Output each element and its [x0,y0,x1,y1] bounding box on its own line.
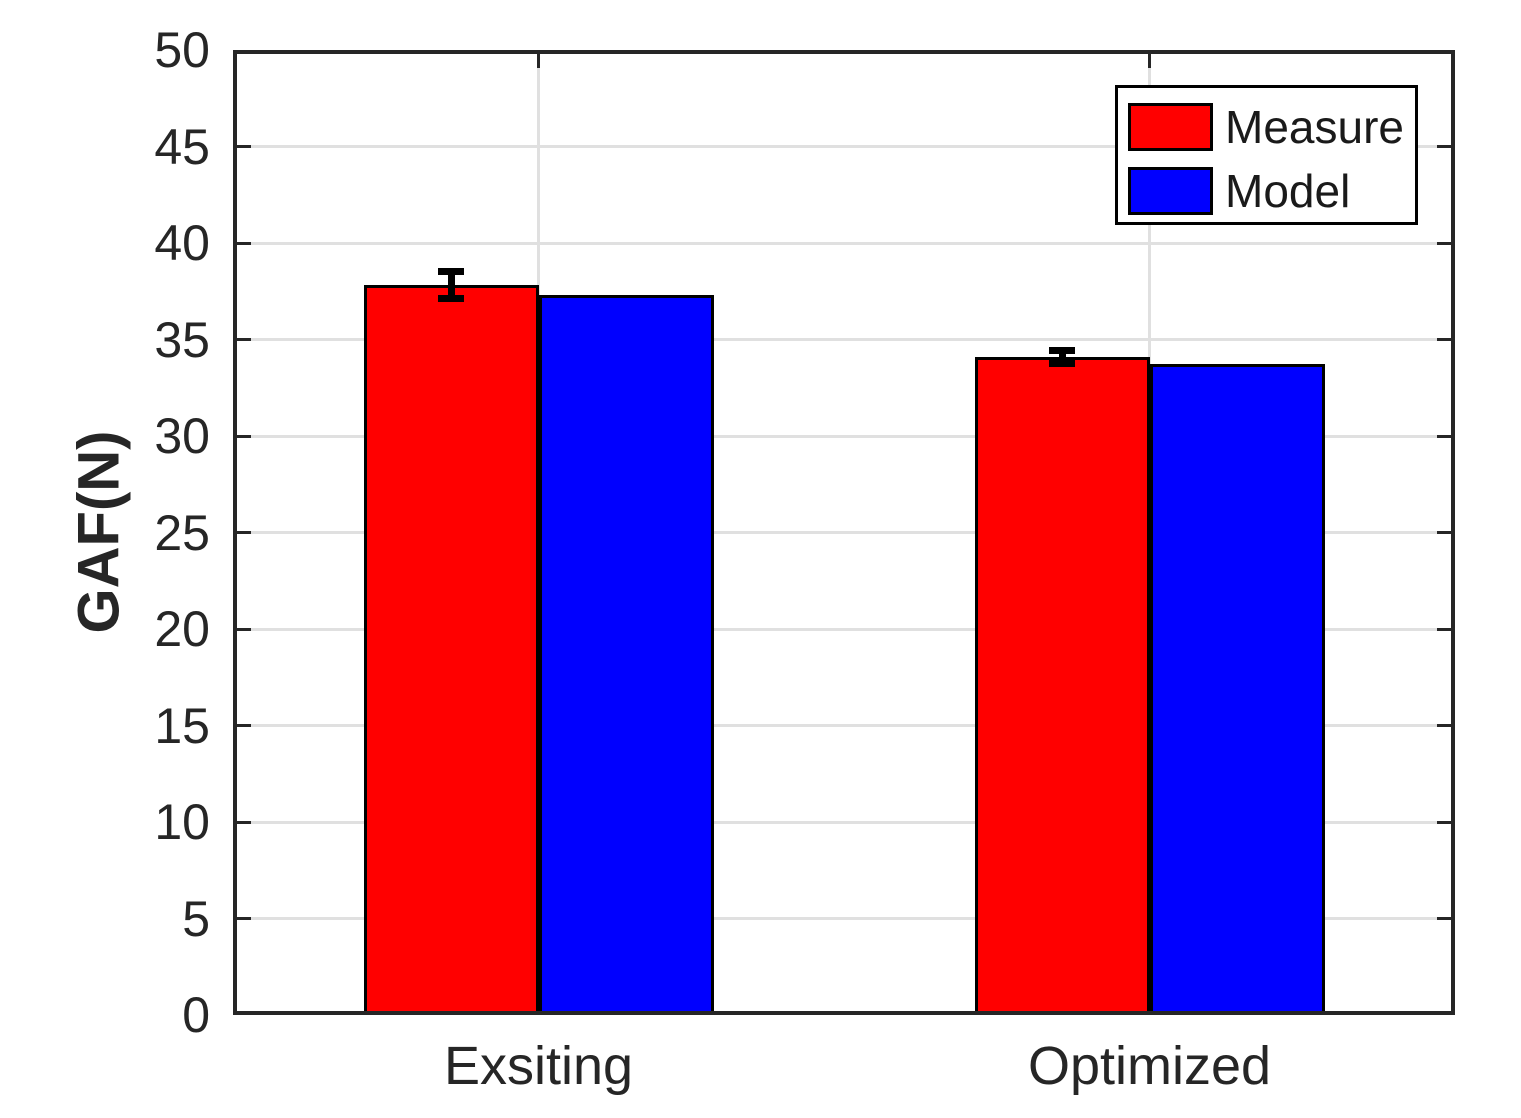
y-tick-label: 5 [182,890,210,947]
y-axis-tick-right [1437,820,1451,824]
y-axis-tick-left [237,531,251,534]
error-bar-cap-top [438,268,464,276]
bar-model-optimized [1149,363,1325,1015]
bar-model-exsiting [538,295,714,1015]
legend-label-model: Model [1225,165,1351,217]
legend-swatch-measure [1128,103,1213,151]
y-tick-label: 50 [154,22,210,78]
gridline-horizontal [233,145,1455,148]
y-axis-tick-right [1437,531,1451,534]
error-bar-stem [447,271,455,299]
y-tick-label: 30 [154,408,210,464]
y-axis-tick-right [1437,434,1451,438]
x-axis-tick-top [537,54,540,68]
gridline-horizontal [233,531,1455,534]
y-tick-label: 0 [182,987,210,1043]
plot-area [233,50,1455,1015]
y-axis-tick-right [1437,627,1451,631]
error-bar-cap-bottom [438,295,464,303]
gridline-horizontal [233,724,1455,727]
y-tick-label: 35 [154,311,210,368]
y-axis-tick-right [1437,724,1451,727]
y-tick-label: 40 [154,215,210,271]
gridline-horizontal [233,820,1455,824]
y-axis-tick-left [237,434,251,438]
bar-measure-exsiting [363,285,539,1015]
legend-item-model: Model [1128,167,1408,215]
y-tick-label: 10 [154,794,210,850]
y-axis-tick-left [237,145,251,148]
gridline-horizontal [233,917,1455,920]
gridline-horizontal [233,338,1455,341]
legend-label-measure: Measure [1225,101,1404,153]
error-bar-cap-top [1049,346,1075,354]
y-axis-tick-left [237,241,251,245]
gridline-horizontal [233,241,1455,245]
y-axis-tick-left [237,627,251,631]
y-tick-label: 25 [154,504,210,561]
x-axis-tick-top [1148,54,1151,68]
y-axis-tick-left [237,917,251,920]
error-bar-stem [1058,350,1066,364]
y-axis-tick-left [237,820,251,824]
gridline-horizontal [233,434,1455,438]
y-tick-label: 15 [154,697,210,754]
y-axis-tick-right [1437,917,1451,920]
bar-measure-optimized [974,356,1150,1015]
gridline-horizontal [233,627,1455,631]
y-tick-label: 20 [154,601,210,657]
x-category-label: Optimized [1027,1036,1272,1096]
x-category-label: Exsiting [443,1036,634,1096]
y-axis-tick-right [1437,145,1451,148]
y-axis-tick-left [237,724,251,727]
legend-swatch-model [1128,167,1213,215]
legend-item-measure: Measure [1128,103,1408,151]
y-axis-tick-left [237,338,251,341]
y-axis-tick-right [1437,338,1451,341]
y-tick-label: 45 [154,118,210,175]
legend: Measure Model [1115,85,1418,225]
error-bar-cap-bottom [1049,360,1075,368]
y-axis-tick-right [1437,241,1451,245]
